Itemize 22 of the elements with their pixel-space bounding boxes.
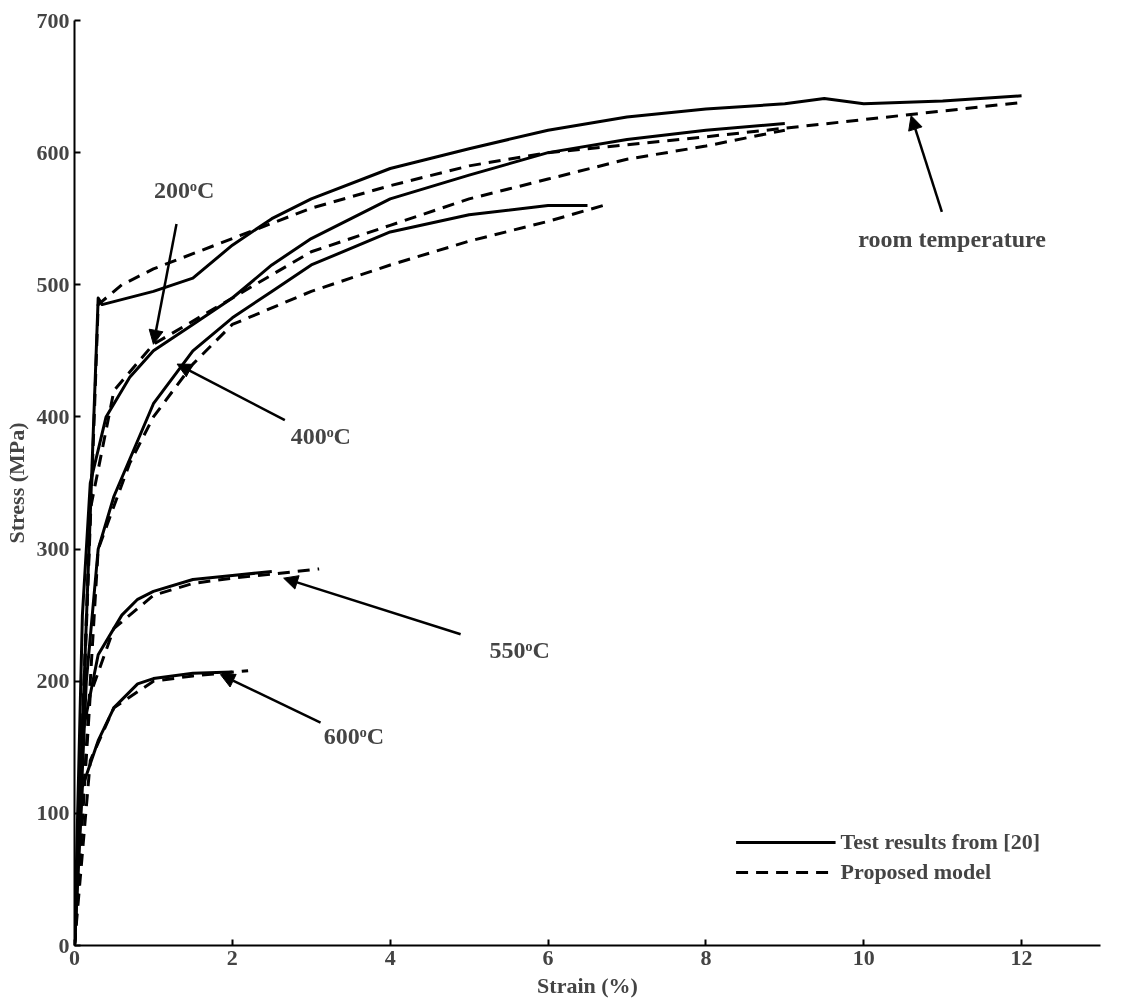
x-axis-title: Strain (%)	[537, 972, 638, 998]
y-tick-label: 300	[36, 536, 70, 562]
legend-label: Test results from [20]	[840, 829, 1040, 855]
x-tick-label: 2	[226, 944, 238, 970]
y-tick-label: 200	[36, 668, 70, 694]
y-tick-label: 600	[36, 139, 70, 165]
y-axis-title: Stress (MPa)	[3, 422, 29, 544]
legend-label: Proposed model	[840, 859, 992, 885]
x-tick-label: 8	[700, 944, 712, 970]
x-tick-label: 4	[384, 944, 396, 970]
annotation: 400ᵒC	[290, 423, 351, 450]
annotation: 200ᵒC	[154, 177, 215, 204]
annotation: 600ᵒC	[323, 723, 384, 750]
annotation: room temperature	[858, 225, 1047, 252]
y-tick-label: 400	[36, 403, 70, 429]
x-tick-label: 12	[1010, 944, 1033, 970]
x-tick-label: 6	[542, 944, 554, 970]
y-tick-label: 500	[36, 271, 70, 297]
y-tick-label: 100	[36, 800, 70, 826]
x-tick-label: 10	[852, 944, 875, 970]
y-tick-label: 700	[36, 7, 70, 33]
annotation: 550ᵒC	[489, 637, 550, 664]
